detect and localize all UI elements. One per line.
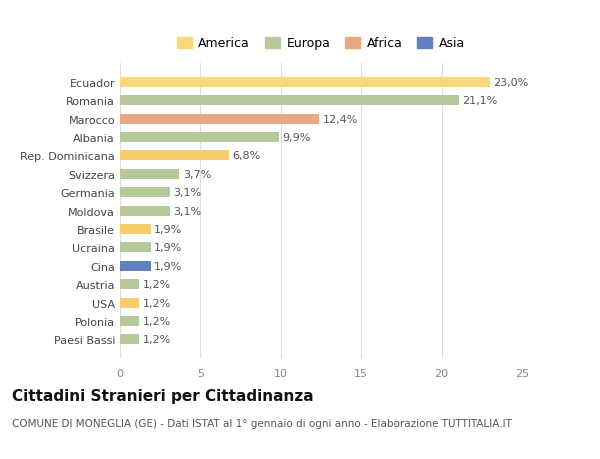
Legend: America, Europa, Africa, Asia: America, Europa, Africa, Asia xyxy=(172,32,470,55)
Bar xyxy=(120,206,170,216)
Text: 1,2%: 1,2% xyxy=(143,335,171,345)
Bar xyxy=(120,151,229,161)
Text: 3,1%: 3,1% xyxy=(173,206,201,216)
Bar xyxy=(120,133,279,143)
Text: 6,8%: 6,8% xyxy=(233,151,261,161)
Bar xyxy=(120,96,459,106)
Bar xyxy=(120,224,151,235)
Text: 3,7%: 3,7% xyxy=(183,169,211,179)
Text: 1,2%: 1,2% xyxy=(143,298,171,308)
Text: 12,4%: 12,4% xyxy=(323,114,358,124)
Text: 3,1%: 3,1% xyxy=(173,188,201,198)
Text: COMUNE DI MONEGLIA (GE) - Dati ISTAT al 1° gennaio di ogni anno - Elaborazione T: COMUNE DI MONEGLIA (GE) - Dati ISTAT al … xyxy=(12,418,512,428)
Text: Cittadini Stranieri per Cittadinanza: Cittadini Stranieri per Cittadinanza xyxy=(12,388,314,403)
Bar xyxy=(120,169,179,179)
Text: 1,2%: 1,2% xyxy=(143,316,171,326)
Bar xyxy=(120,114,319,124)
Bar xyxy=(120,316,139,326)
Text: 23,0%: 23,0% xyxy=(493,78,529,88)
Text: 1,9%: 1,9% xyxy=(154,243,182,253)
Bar xyxy=(120,188,170,198)
Text: 21,1%: 21,1% xyxy=(463,96,498,106)
Bar xyxy=(120,298,139,308)
Bar xyxy=(120,335,139,345)
Bar xyxy=(120,280,139,290)
Text: 1,9%: 1,9% xyxy=(154,224,182,235)
Bar xyxy=(120,78,490,88)
Text: 1,9%: 1,9% xyxy=(154,261,182,271)
Bar xyxy=(120,243,151,253)
Bar xyxy=(120,261,151,271)
Text: 9,9%: 9,9% xyxy=(283,133,311,143)
Text: 1,2%: 1,2% xyxy=(143,280,171,290)
